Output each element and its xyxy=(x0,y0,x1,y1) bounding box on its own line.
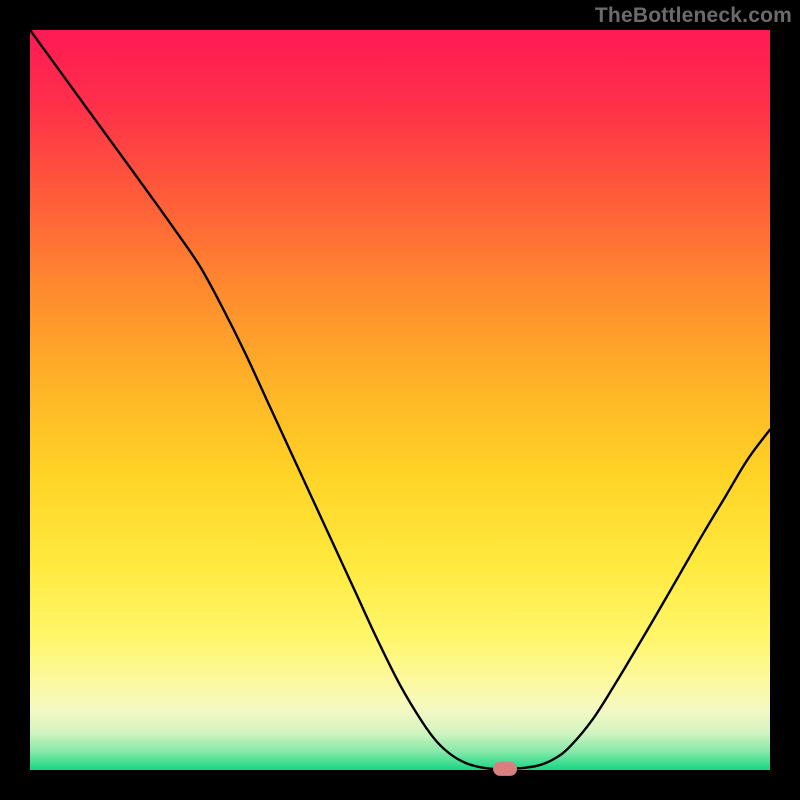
chart-container: TheBottleneck.com xyxy=(0,0,800,800)
bottleneck-chart-svg xyxy=(0,0,800,800)
watermark-text: TheBottleneck.com xyxy=(595,4,792,28)
plot-background-gradient xyxy=(30,30,770,770)
optimal-marker xyxy=(493,762,517,776)
